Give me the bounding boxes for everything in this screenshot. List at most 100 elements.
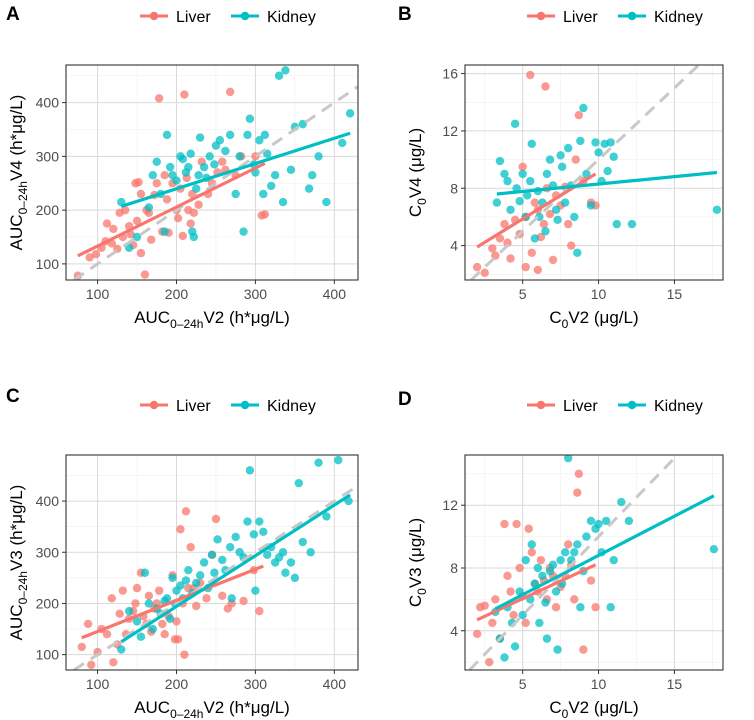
point-kidney	[260, 130, 270, 140]
point-kidney	[298, 537, 307, 547]
point-kidney	[564, 143, 573, 153]
point-liver	[160, 629, 169, 639]
point-kidney	[270, 170, 280, 180]
legend-dot-kidney	[627, 400, 637, 410]
point-kidney	[263, 550, 272, 560]
legend-dot-liver	[149, 11, 159, 21]
legend-dot-kidney	[627, 11, 637, 21]
fit-line-kidney	[120, 131, 351, 208]
point-liver	[118, 586, 128, 595]
point-liver	[154, 586, 164, 595]
y-tick-label: 4	[450, 238, 458, 254]
grid-b	[465, 65, 723, 280]
legend-label-liver: Liver	[563, 9, 598, 26]
point-kidney	[591, 138, 600, 147]
y-tick-label: 100	[36, 647, 60, 663]
point-kidney	[500, 169, 509, 179]
point-kidney	[186, 149, 195, 158]
y-tick-label: 12	[442, 123, 458, 139]
fit-line-kidney	[120, 493, 351, 644]
point-kidney	[132, 617, 142, 626]
point-kidney	[506, 205, 515, 214]
legend-label-liver: Liver	[176, 9, 211, 26]
panel-d: D Liver Kidney 5 10 15 4 8 12 C0V2 (μg/L) C0V3 (μg…	[398, 389, 724, 720]
point-kidney	[322, 512, 331, 521]
point-kidney	[510, 119, 520, 128]
plot-border-c	[65, 454, 359, 671]
panel-letter-b: B	[398, 4, 412, 25]
point-liver	[488, 244, 497, 253]
point-kidney	[210, 568, 219, 577]
point-liver	[545, 209, 555, 219]
point-liver	[102, 219, 112, 228]
y-tick-label: 400	[36, 95, 60, 111]
point-liver	[480, 268, 489, 278]
point-kidney	[527, 139, 536, 149]
point-kidney	[582, 169, 591, 179]
point-liver	[239, 596, 248, 606]
point-kidney	[573, 540, 582, 549]
x-axis-title-d: C0V2 (μg/L)	[549, 698, 638, 720]
point-liver	[152, 179, 161, 188]
identity-line	[468, 455, 679, 670]
point-liver	[591, 603, 600, 612]
fit-line-liver	[77, 161, 266, 258]
point-kidney	[286, 165, 296, 175]
point-kidney	[334, 455, 343, 465]
point-liver	[218, 591, 227, 600]
x-tick-label: 300	[244, 286, 268, 302]
point-liver	[530, 198, 540, 207]
point-kidney	[227, 594, 236, 603]
point-kidney	[495, 156, 505, 166]
point-kidney	[231, 189, 240, 199]
point-kidney	[148, 170, 158, 180]
x-tick-label: 200	[165, 676, 189, 692]
point-kidney	[184, 565, 193, 575]
point-liver	[225, 87, 235, 97]
point-kidney	[251, 586, 260, 595]
point-kidney	[255, 517, 264, 526]
plot-area-d	[465, 455, 723, 670]
point-kidney	[290, 573, 300, 583]
point-kidney	[345, 109, 355, 118]
point-kidney	[609, 152, 618, 161]
y-axis-title-b: C0V4 (μg/L)	[406, 128, 429, 217]
point-kidney	[612, 219, 621, 229]
plot-border-d	[464, 454, 724, 671]
point-kidney	[579, 103, 588, 113]
point-liver	[173, 213, 183, 223]
point-kidney	[162, 130, 172, 140]
point-liver	[181, 507, 191, 516]
point-liver	[527, 248, 536, 257]
point-kidney	[249, 530, 259, 539]
point-kidney	[235, 152, 244, 161]
x-tick-label: 100	[86, 676, 110, 692]
point-liver	[120, 205, 130, 215]
point-liver	[218, 157, 227, 166]
point-kidney	[210, 160, 219, 169]
fit-line-liver	[476, 563, 597, 622]
point-liver	[527, 548, 536, 557]
plot-border-a	[65, 64, 359, 281]
point-liver	[564, 540, 573, 549]
x-tick-label: 400	[323, 676, 347, 692]
point-liver	[109, 658, 118, 667]
y-tick-label: 300	[36, 148, 60, 164]
x-tick-label: 5	[519, 676, 527, 692]
data-layer-d	[468, 455, 719, 670]
point-kidney	[553, 645, 562, 654]
point-kidney	[281, 66, 290, 75]
panel-b: B Liver Kidney 5 10 15 4 8 12 16 C0V2 (μg/L) C0V4 (…	[398, 4, 724, 331]
point-kidney	[538, 571, 547, 581]
point-liver	[91, 250, 101, 259]
point-liver	[524, 524, 533, 533]
point-liver	[521, 262, 530, 272]
point-kidney	[515, 196, 524, 206]
point-kidney	[560, 198, 570, 207]
point-kidney	[510, 642, 520, 651]
point-kidney	[225, 542, 235, 552]
y-axis-title-d: C0V3 (μg/L)	[406, 518, 429, 607]
point-kidney	[709, 544, 719, 554]
point-kidney	[609, 555, 618, 565]
point-liver	[186, 542, 195, 552]
